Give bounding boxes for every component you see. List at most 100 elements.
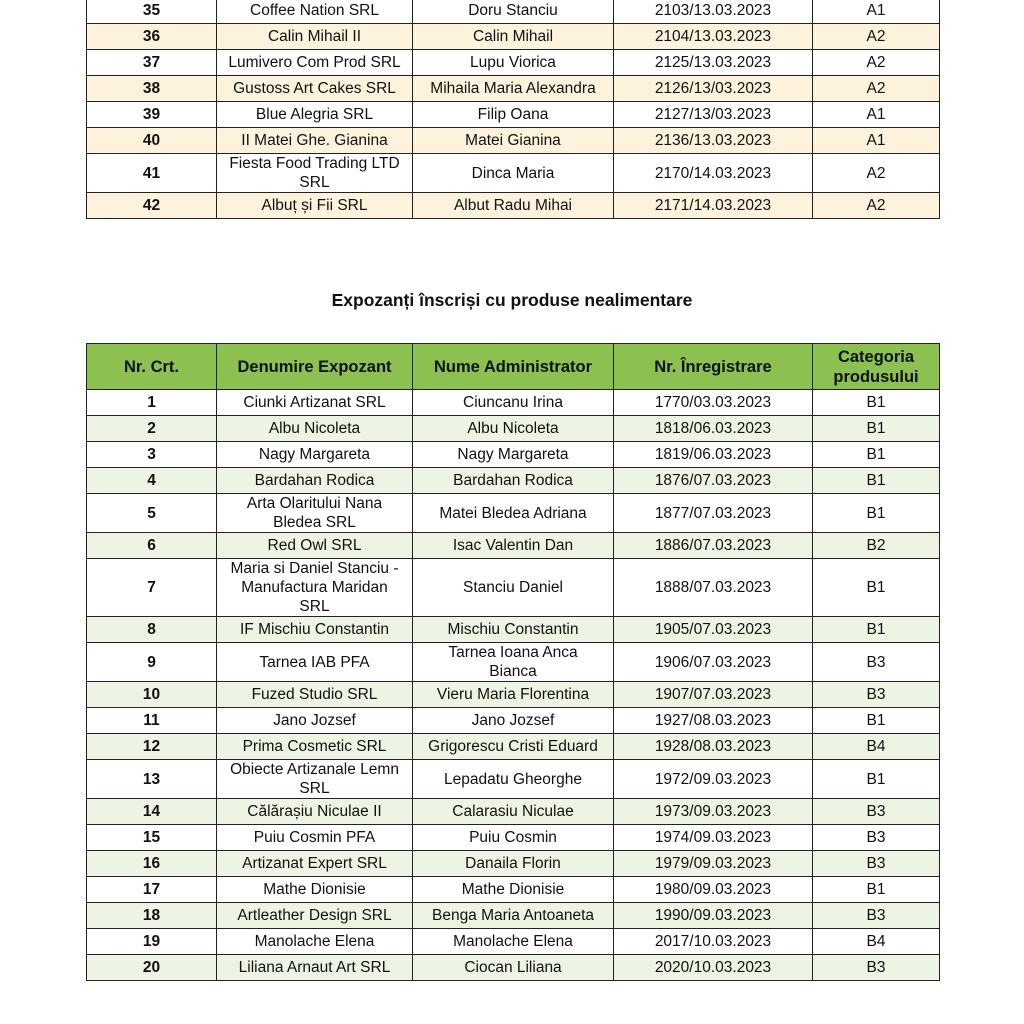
section-title: Expozanți înscriși cu produse nealimenta…: [331, 290, 693, 310]
table-row: 17 Mathe Dionisie Mathe Dionisie 1980/09.03…: [86, 876, 940, 903]
cell-exhibitor: Blue Alegria SRL: [216, 101, 413, 128]
cell-administrator: Dinca Maria: [412, 153, 614, 193]
table-row: 9 Tarnea IAB PFA Tarnea Ioana Anca Bianca 1…: [86, 642, 940, 682]
table-row: 6 Red Owl SRL Isac Valentin Dan 1886/07.03.…: [86, 532, 940, 559]
cell-category: B1: [812, 759, 940, 799]
cell-category: A1: [812, 101, 940, 128]
cell-nr: 35: [86, 0, 217, 24]
cell-nr: 19: [86, 928, 217, 955]
cell-category: A2: [812, 49, 940, 76]
cell-nr: 17: [86, 876, 217, 903]
table-row: 40 II Matei Ghe. Gianina Matei Gianina 2136…: [86, 127, 940, 154]
cell-exhibitor: Albuț și Fii SRL: [216, 192, 413, 219]
cell-exhibitor: Artleather Design SRL: [216, 902, 413, 929]
cell-category: A1: [812, 0, 940, 24]
table-row: 37 Lumivero Com Prod SRL Lupu Viorica 2125/…: [86, 49, 940, 76]
cell-exhibitor: Red Owl SRL: [216, 532, 413, 559]
cell-category: A2: [812, 192, 940, 219]
cell-nr: 13: [86, 759, 217, 799]
table-row: 2 Albu Nicoleta Albu Nicoleta 1818/06.03.20…: [86, 415, 940, 442]
cell-administrator: Doru Stanciu: [412, 0, 614, 24]
header-nr-crt: Nr. Crt.: [86, 343, 217, 390]
cell-registration: 1990/09.03.2023: [613, 902, 813, 929]
table-row: 10 Fuzed Studio SRL Vieru Maria Florentina…: [86, 681, 940, 708]
cell-exhibitor: Artizanat Expert SRL: [216, 850, 413, 877]
cell-administrator: Mathe Dionisie: [412, 876, 614, 903]
cell-administrator: Calin Mihail: [412, 23, 614, 50]
cell-category: B3: [812, 798, 940, 825]
cell-exhibitor: Albu Nicoleta: [216, 415, 413, 442]
cell-exhibitor: Gustoss Art Cakes SRL: [216, 75, 413, 102]
table-row: 4 Bardahan Rodica Bardahan Rodica 1876/07.0…: [86, 467, 940, 494]
cell-category: B3: [812, 902, 940, 929]
cell-administrator: Isac Valentin Dan: [412, 532, 614, 559]
cell-nr: 12: [86, 733, 217, 760]
cell-registration: 2104/13.03.2023: [613, 23, 813, 50]
cell-nr: 14: [86, 798, 217, 825]
table-row: 38 Gustoss Art Cakes SRL Mihaila Maria Ale…: [86, 75, 940, 102]
cell-nr: 15: [86, 824, 217, 851]
food-exhibitors-table: 35 Coffee Nation SRL Doru Stanciu 2103/13.0…: [86, 0, 940, 219]
cell-registration: 1818/06.03.2023: [613, 415, 813, 442]
cell-exhibitor: Tarnea IAB PFA: [216, 642, 413, 682]
table-row: 3 Nagy Margareta Nagy Margareta 1819/06.03.…: [86, 441, 940, 468]
cell-category: B3: [812, 954, 940, 981]
cell-administrator: Ciuncanu Irina: [412, 389, 614, 416]
cell-nr: 18: [86, 902, 217, 929]
cell-administrator: Matei Gianina: [412, 127, 614, 154]
cell-category: B1: [812, 415, 940, 442]
cell-administrator: Bardahan Rodica: [412, 467, 614, 494]
cell-exhibitor: Manolache Elena: [216, 928, 413, 955]
cell-administrator: Puiu Cosmin: [412, 824, 614, 851]
cell-registration: 1928/08.03.2023: [613, 733, 813, 760]
cell-registration: 2136/13.03.2023: [613, 127, 813, 154]
cell-registration: 2103/13.03.2023: [613, 0, 813, 24]
cell-registration: 1886/07.03.2023: [613, 532, 813, 559]
cell-registration: 1972/09.03.2023: [613, 759, 813, 799]
cell-administrator: Matei Bledea Adriana: [412, 493, 614, 533]
cell-nr: 38: [86, 75, 217, 102]
table-header-row: Nr. Crt. Denumire Expozant Nume Administ…: [86, 343, 940, 390]
cell-nr: 5: [86, 493, 217, 533]
cell-category: B1: [812, 467, 940, 494]
cell-exhibitor: Obiecte Artizanale Lemn SRL: [216, 759, 413, 799]
cell-category: B3: [812, 642, 940, 682]
cell-exhibitor: Călărașiu Niculae II: [216, 798, 413, 825]
table-row: 18 Artleather Design SRL Benga Maria Antoa…: [86, 902, 940, 929]
cell-exhibitor: Coffee Nation SRL: [216, 0, 413, 24]
cell-registration: 1770/03.03.2023: [613, 389, 813, 416]
cell-registration: 1927/08.03.2023: [613, 707, 813, 734]
cell-exhibitor: Liliana Arnaut Art SRL: [216, 954, 413, 981]
cell-registration: 1979/09.03.2023: [613, 850, 813, 877]
cell-exhibitor: Fiesta Food Trading LTD SRL: [216, 153, 413, 193]
cell-nr: 42: [86, 192, 217, 219]
header-administrator: Nume Administrator: [412, 343, 614, 390]
cell-exhibitor: Fuzed Studio SRL: [216, 681, 413, 708]
cell-category: B4: [812, 733, 940, 760]
table-row: 14 Călărașiu Niculae II Calarasiu Niculae 1…: [86, 798, 940, 825]
cell-nr: 6: [86, 532, 217, 559]
table-row: 15 Puiu Cosmin PFA Puiu Cosmin 1974/09.03.2…: [86, 824, 940, 851]
cell-registration: 1973/09.03.2023: [613, 798, 813, 825]
cell-registration: 1905/07.03.2023: [613, 616, 813, 643]
cell-category: B1: [812, 616, 940, 643]
cell-nr: 20: [86, 954, 217, 981]
cell-nr: 11: [86, 707, 217, 734]
cell-registration: 1876/07.03.2023: [613, 467, 813, 494]
cell-exhibitor: Arta Olaritului Nana Bledea SRL: [216, 493, 413, 533]
cell-registration: 2127/13/03.2023: [613, 101, 813, 128]
table-row: 1 Ciunki Artizanat SRL Ciuncanu Irina 1770/…: [86, 389, 940, 416]
table-row: 36 Calin Mihail II Calin Mihail 2104/13.03.…: [86, 23, 940, 50]
table-row: 39 Blue Alegria SRL Filip Oana 2127/13/03.2…: [86, 101, 940, 128]
cell-nr: 8: [86, 616, 217, 643]
cell-administrator: Calarasiu Niculae: [412, 798, 614, 825]
cell-nr: 36: [86, 23, 217, 50]
cell-category: A1: [812, 127, 940, 154]
cell-exhibitor: Lumivero Com Prod SRL: [216, 49, 413, 76]
cell-exhibitor: Bardahan Rodica: [216, 467, 413, 494]
table-row: 35 Coffee Nation SRL Doru Stanciu 2103/13.0…: [86, 0, 940, 24]
cell-administrator: Albu Nicoleta: [412, 415, 614, 442]
cell-administrator: Manolache Elena: [412, 928, 614, 955]
cell-nr: 9: [86, 642, 217, 682]
cell-administrator: Mihaila Maria Alexandra: [412, 75, 614, 102]
